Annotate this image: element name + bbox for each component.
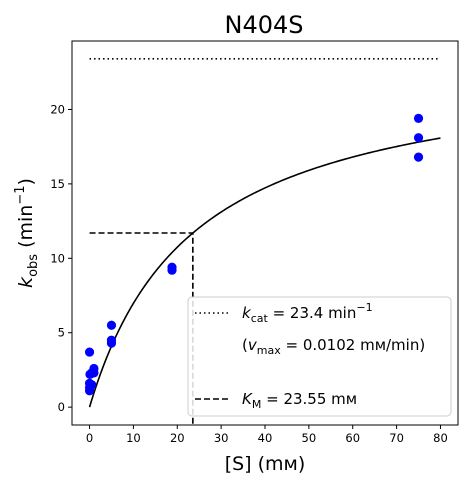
legend-entry: (vmax = 0.0102 mм/min) <box>242 336 425 357</box>
y-axis-label-unit-exponent: −1 <box>13 185 28 204</box>
legend-box <box>187 296 452 417</box>
x-tick-label: 60 <box>345 431 360 445</box>
data-point <box>413 152 424 162</box>
x-tick-label: 0 <box>86 431 93 445</box>
y-axis-label-subscript: obs <box>26 254 41 277</box>
y-axis-label: kobs (min−1) <box>13 178 41 288</box>
legend: kcat = 23.4 min−1 (vmax = 0.0102 mм/min) K… <box>187 296 452 417</box>
legend-entry: kcat = 23.4 min−1 <box>242 301 373 325</box>
y-axis: 0 5 10 15 20 <box>50 102 72 414</box>
legend-symbol: k <box>242 304 252 322</box>
legend-value: = 0.0102 mм/min) <box>281 336 425 354</box>
y-tick-label: 5 <box>58 326 65 340</box>
x-tick-label: 80 <box>433 431 448 445</box>
data-point <box>413 133 424 143</box>
data-point <box>106 320 117 330</box>
data-point <box>167 262 177 272</box>
legend-paren: ( <box>242 336 248 354</box>
plot-area <box>84 58 441 425</box>
fit-curve <box>88 137 441 408</box>
y-tick-label: 15 <box>50 177 65 191</box>
legend-subscript: M <box>252 398 262 411</box>
legend-entry: KM = 23.55 mм <box>242 390 357 411</box>
y-axis-label-unit: (min <box>15 205 37 254</box>
x-tick-label: 50 <box>302 431 317 445</box>
x-tick-label: 20 <box>170 431 185 445</box>
data-point <box>89 363 99 374</box>
legend-symbol: K <box>242 390 253 408</box>
y-axis-label-symbol: k <box>15 276 37 288</box>
legend-subscript: cat <box>251 312 269 325</box>
data-point <box>413 113 424 123</box>
legend-value: = 23.4 min <box>268 304 357 322</box>
legend-value: = 23.55 mм <box>261 390 357 408</box>
x-tick-label: 40 <box>258 431 273 445</box>
legend-subscript: max <box>257 344 281 357</box>
x-tick-label: 70 <box>389 431 404 445</box>
y-tick-label: 0 <box>58 400 65 414</box>
chart-title: N404S <box>225 11 304 39</box>
y-tick-label: 10 <box>50 251 65 265</box>
x-axis-label: [S] (mм) <box>225 453 306 475</box>
km-guide-line <box>89 232 194 425</box>
data-point <box>87 380 97 390</box>
x-tick-label: 30 <box>214 431 229 445</box>
legend-symbol: v <box>248 336 258 354</box>
x-tick-label: 10 <box>126 431 141 445</box>
legend-superscript: −1 <box>356 301 372 314</box>
y-tick-label: 20 <box>50 102 65 116</box>
y-axis-label-unit-close: ) <box>15 178 37 185</box>
data-point <box>84 347 95 357</box>
x-axis: 0 10 20 30 40 50 60 70 80 <box>86 425 448 445</box>
data-point <box>106 335 117 345</box>
